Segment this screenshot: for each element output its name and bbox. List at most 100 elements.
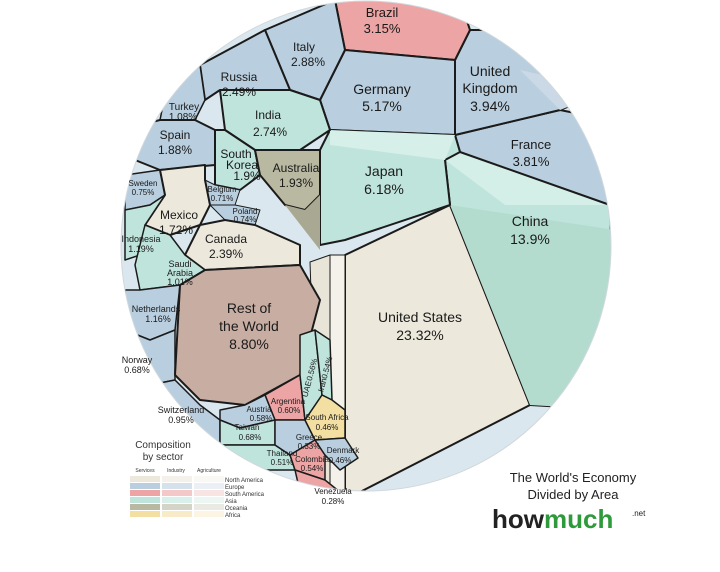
label-brazil: Brazil xyxy=(366,5,399,20)
brand-tld: .net xyxy=(632,509,646,518)
label-russia: Russia xyxy=(221,70,258,84)
legend-swatch xyxy=(130,511,160,517)
label-south-africa: South Africa xyxy=(305,413,349,422)
label-denmark: Denmark xyxy=(327,446,360,455)
title-block: The World's Economy Divided by Area howm… xyxy=(492,470,646,534)
label-germany-value: 5.17% xyxy=(362,98,402,114)
label-turkey: Turkey xyxy=(169,102,199,113)
brand-logo: howmuch xyxy=(492,504,613,534)
legend-col-services: Services xyxy=(135,468,155,474)
label-venezuela-value: 0.28% xyxy=(322,497,345,506)
label-united-kingdom: United xyxy=(470,63,510,79)
label-taiwan-value: 0.68% xyxy=(239,433,262,442)
label-united-kingdom-value: 3.94% xyxy=(470,98,510,114)
legend-col-industry: Industry xyxy=(167,468,185,474)
legend-title: Composition xyxy=(135,440,191,451)
label-canada: Canada xyxy=(205,232,247,246)
label-united-kingdom-line2: Kingdom xyxy=(462,80,517,96)
legend-swatch xyxy=(194,490,224,496)
cell-australia xyxy=(254,149,321,250)
legend-swatch xyxy=(130,483,160,489)
legend-subtitle: by sector xyxy=(143,452,184,463)
label-norway-value: 0.68% xyxy=(124,365,150,375)
label-netherlands: Netherlands xyxy=(132,304,181,314)
label-belgium-value: 0.71% xyxy=(211,194,234,203)
label-mexico: Mexico xyxy=(160,208,198,222)
label-belgium: Belgium xyxy=(208,185,237,194)
cell-labels: United States 23.32% China 13.9% Rest of… xyxy=(121,5,551,506)
label-iran: Iran xyxy=(316,377,328,393)
label-saudi-arabia-line2: Arabia xyxy=(167,268,193,278)
label-rest-of-world: Rest of xyxy=(227,300,271,316)
label-japan: Japan xyxy=(365,163,403,179)
legend-swatch xyxy=(162,483,192,489)
legend: Composition by sector Services Industry … xyxy=(130,440,265,519)
label-south-korea-value: 1.9% xyxy=(233,169,261,183)
label-saudi-arabia: Saudi xyxy=(168,259,191,269)
label-south-korea: South xyxy=(220,147,251,161)
legend-swatch xyxy=(162,511,192,517)
label-canada-value: 2.39% xyxy=(209,247,243,261)
label-greece: Greece xyxy=(296,433,323,442)
label-india: India xyxy=(255,108,281,122)
legend-label-europe: Europe xyxy=(225,485,245,491)
label-spain: Spain xyxy=(160,128,191,142)
label-greece-value: 0.33% xyxy=(298,442,321,451)
label-argentina: Argentina xyxy=(271,397,306,406)
title-line-1: The World's Economy xyxy=(510,470,637,485)
label-italy: Italy xyxy=(293,40,315,54)
label-japan-value: 6.18% xyxy=(364,181,404,197)
label-china: China xyxy=(512,213,549,229)
label-italy-value: 2.88% xyxy=(291,55,325,69)
label-brazil-value: 3.15% xyxy=(364,21,401,36)
label-china-value: 13.9% xyxy=(510,231,550,247)
label-south-korea-line2: Korea xyxy=(226,158,258,172)
label-india-value: 2.74% xyxy=(253,125,287,139)
label-taiwan: Taiwan xyxy=(235,423,260,432)
label-austria-value: 0.58% xyxy=(250,414,273,423)
label-rest-of-world-line2: the World xyxy=(219,318,279,334)
label-turkey-value: 1.08% xyxy=(169,112,197,123)
legend-swatch xyxy=(194,504,224,510)
legend-swatch xyxy=(162,476,192,482)
cell-colombia xyxy=(289,439,326,481)
label-sweden: Sweden xyxy=(129,179,158,188)
label-united-states-value: 23.32% xyxy=(396,327,443,343)
legend-label-north-america: North America xyxy=(225,478,264,484)
label-poland-value: 0.74% xyxy=(234,215,257,224)
label-france-value: 3.81% xyxy=(513,154,550,169)
label-australia-value: 1.93% xyxy=(279,176,313,190)
legend-col-agriculture: Agriculture xyxy=(197,468,221,474)
label-indonesia-value: 1.19% xyxy=(128,244,154,254)
label-netherlands-value: 1.16% xyxy=(145,314,171,324)
label-denmark-value: 0.46% xyxy=(329,456,352,465)
label-france: France xyxy=(511,137,551,152)
brand-how: how xyxy=(492,504,545,534)
legend-swatches xyxy=(130,476,224,517)
legend-swatch xyxy=(194,483,224,489)
title-line-2: Divided by Area xyxy=(527,487,619,502)
label-south-africa-value: 0.46% xyxy=(316,423,339,432)
label-indonesia: Indonesia xyxy=(121,234,160,244)
legend-swatch xyxy=(162,504,192,510)
cell-japan xyxy=(319,129,461,246)
legend-swatch xyxy=(130,490,160,496)
legend-swatch xyxy=(130,504,160,510)
label-mexico-value: 1.72% xyxy=(159,223,193,237)
label-poland: Poland xyxy=(233,207,258,216)
legend-swatch xyxy=(194,476,224,482)
legend-label-oceania: Oceania xyxy=(225,506,248,512)
legend-label-asia: Asia xyxy=(225,499,237,505)
outer-circle xyxy=(120,0,612,492)
label-venezuela: Venezuela xyxy=(314,487,352,496)
label-uae-group: UAE 0.56% xyxy=(301,358,320,399)
label-rest-of-world-value: 8.80% xyxy=(229,336,269,352)
label-sweden-value: 0.75% xyxy=(132,188,155,197)
legend-swatch xyxy=(194,511,224,517)
label-uae: UAE xyxy=(301,380,314,398)
legend-swatch xyxy=(130,497,160,503)
legend-swatch xyxy=(194,497,224,503)
label-colombia: Colombia xyxy=(295,455,329,464)
legend-swatch xyxy=(130,476,160,482)
